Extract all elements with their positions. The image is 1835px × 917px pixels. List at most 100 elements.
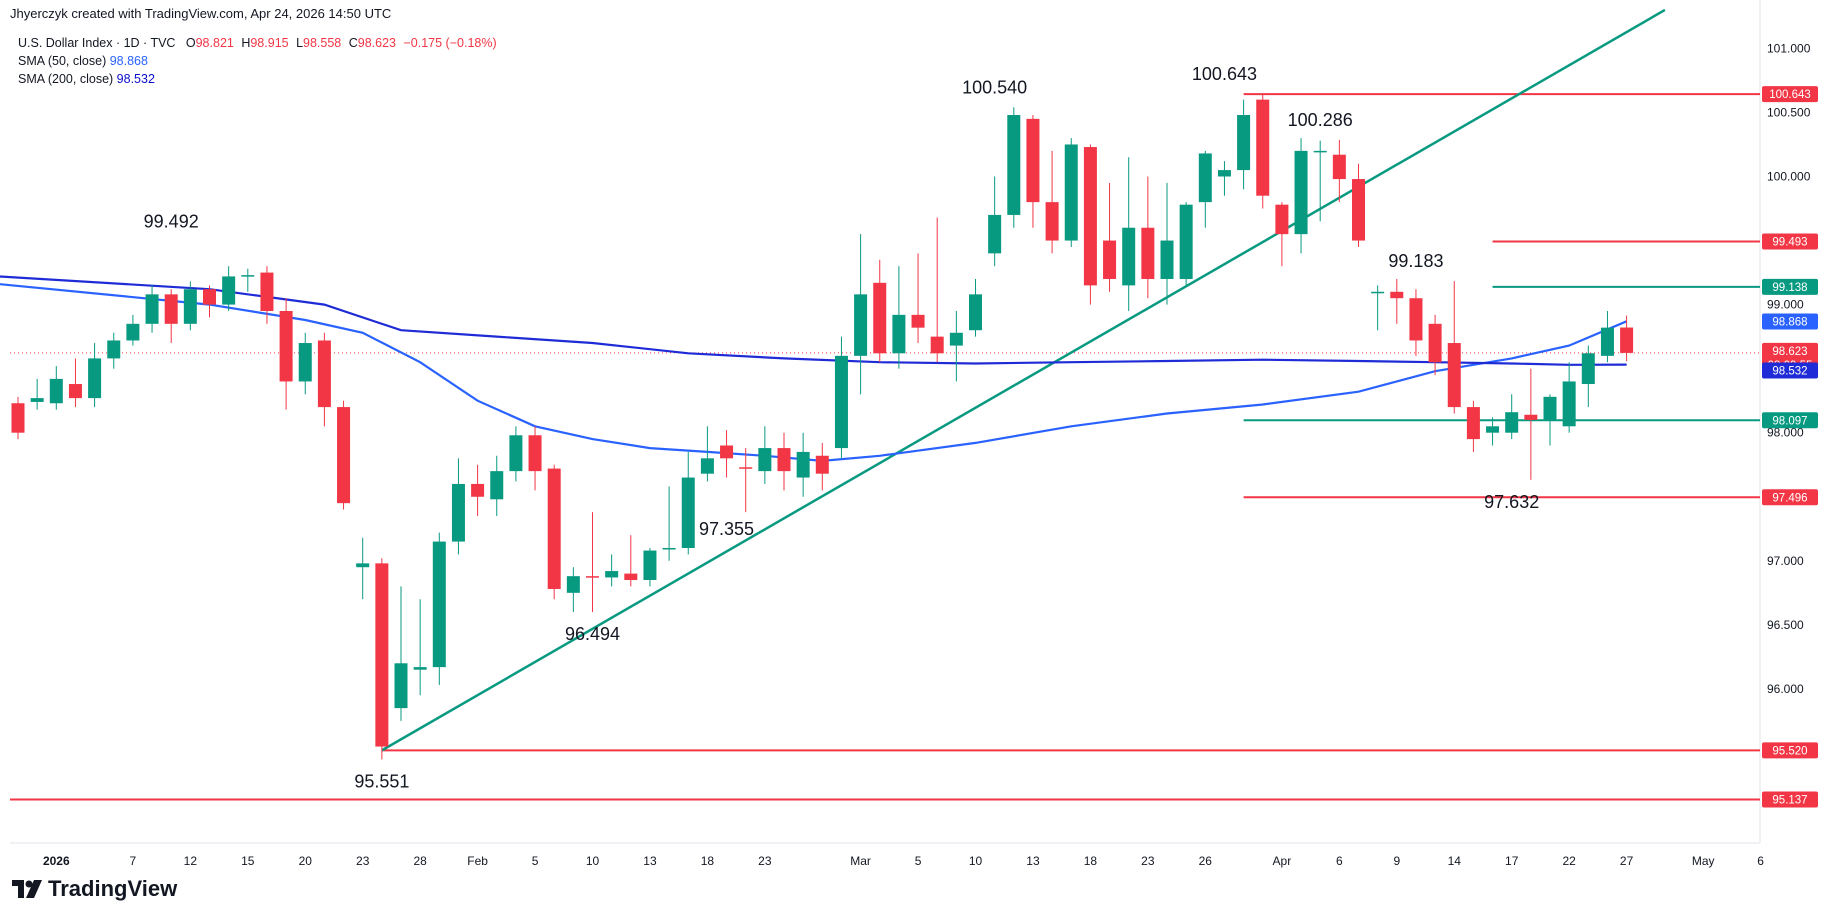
price-annotation: 97.355 <box>699 519 754 539</box>
x-tick-label: 23 <box>1141 854 1155 868</box>
symbol-row: U.S. Dollar Index · 1D · TVC O98.821 H98… <box>18 34 501 52</box>
candle <box>1179 202 1193 286</box>
candle-body <box>145 294 159 324</box>
y-tick-label: 101.000 <box>1767 41 1811 55</box>
level-price-tag <box>1762 412 1818 429</box>
x-tick-label: 22 <box>1562 854 1576 868</box>
candle <box>1122 157 1136 312</box>
candle <box>451 458 465 555</box>
candle-body <box>566 576 580 593</box>
candle-body <box>1141 227 1155 279</box>
level-price-tag <box>1762 86 1818 103</box>
candle-body <box>1045 202 1059 241</box>
level-price-label: 99.138 <box>1772 282 1807 294</box>
sma50-row[interactable]: SMA (50, close) 98.868 <box>18 52 501 70</box>
candle <box>11 396 25 440</box>
candle-body <box>547 468 561 589</box>
sma50-line[interactable] <box>0 283 1628 463</box>
candle-body <box>1505 412 1519 433</box>
candle-body <box>1198 153 1212 203</box>
candle <box>586 512 599 613</box>
candle <box>681 451 695 555</box>
x-tick-label: 13 <box>1026 854 1040 868</box>
candle <box>566 567 580 613</box>
candle <box>1045 150 1059 254</box>
candle <box>1447 281 1461 414</box>
candle <box>834 336 848 459</box>
candle-body <box>107 340 121 359</box>
x-tick-label: 2026 <box>43 854 70 868</box>
candle <box>815 442 829 491</box>
candle-body <box>1562 381 1576 427</box>
x-tick-label: 6 <box>1336 854 1343 868</box>
tradingview-logo[interactable]: TradingView <box>12 876 177 902</box>
price-annotation: 100.286 <box>1288 110 1353 130</box>
y-tick-label: 96.500 <box>1767 618 1804 632</box>
sma200-line[interactable] <box>0 275 1627 366</box>
chart-plot-area[interactable] <box>10 0 1761 844</box>
sma200-label: SMA (200, close) <box>18 72 114 86</box>
candle <box>203 285 216 318</box>
price-annotation: 97.632 <box>1484 492 1539 512</box>
candle-body <box>911 314 925 328</box>
candle <box>662 486 676 561</box>
candle-body <box>1390 291 1404 299</box>
candle-body <box>1620 327 1634 353</box>
candle-body <box>298 343 312 382</box>
level-price-label: 97.496 <box>1772 492 1807 504</box>
candle <box>1198 150 1212 228</box>
candle-body <box>1256 99 1270 196</box>
uptrend-line[interactable] <box>381 8 1666 752</box>
candle <box>241 268 255 292</box>
candle-body <box>183 289 197 324</box>
candle <box>758 426 772 484</box>
level-price-label: 98.097 <box>1772 415 1807 427</box>
sma50-label: SMA (50, close) <box>18 54 107 68</box>
candle-body <box>720 445 734 459</box>
trendline[interactable] <box>381 8 1666 752</box>
candle-body <box>739 467 753 469</box>
candle <box>1620 315 1634 362</box>
open-label: O <box>185 36 196 50</box>
level-price-label: 99.493 <box>1772 236 1807 248</box>
symbol-name[interactable]: U.S. Dollar Index · 1D · TVC <box>18 36 176 50</box>
candle-body <box>203 289 216 305</box>
candle <box>1083 144 1097 305</box>
level-price-tag <box>1762 742 1818 759</box>
price-annotations: 99.492 95.551 96.494 97.355 100.540 100.643 10… <box>144 64 1540 791</box>
candle <box>911 253 925 344</box>
candle-body <box>930 336 944 354</box>
candle <box>68 358 82 408</box>
price-axis[interactable]: 101.000 100.500 100.000 99.000 98.000 97.000 9… <box>1762 41 1818 808</box>
chart-legend: U.S. Dollar Index · 1D · TVC O98.821 H98… <box>18 34 501 88</box>
sma200-row[interactable]: SMA (200, close) 98.532 <box>18 70 501 88</box>
y-tick-label: 97.000 <box>1767 554 1804 568</box>
candle <box>873 259 887 363</box>
candle-body <box>969 294 982 331</box>
candle <box>777 432 791 491</box>
candle-body <box>68 384 82 399</box>
candle <box>394 586 408 721</box>
time-axis[interactable]: 2026 7 12 15 20 23 28 Feb 5 10 13 18 23 Mar 5 10 13 18 23 2… <box>43 854 1764 868</box>
candle-body <box>758 448 772 472</box>
candle <box>528 426 542 491</box>
candle <box>854 234 868 395</box>
close-label: C <box>348 36 358 50</box>
horizontal-levels[interactable] <box>10 93 1760 801</box>
candle-body <box>30 398 44 402</box>
x-tick-label: 10 <box>969 854 983 868</box>
x-tick-label: 13 <box>643 854 657 868</box>
x-tick-label: 5 <box>532 854 539 868</box>
candle <box>88 343 102 408</box>
level-price-tag <box>1762 489 1818 506</box>
candle-body <box>988 214 1002 254</box>
price-annotation: 96.494 <box>565 624 620 644</box>
chart-attribution: Jhyerczyk created with TradingView.com, … <box>10 6 392 21</box>
candle-body <box>1026 118 1040 203</box>
candle <box>700 426 714 482</box>
candle-body <box>432 541 446 668</box>
candle-body <box>1217 170 1231 177</box>
sma-price-tag <box>1762 313 1818 330</box>
candle-body <box>1122 227 1136 286</box>
